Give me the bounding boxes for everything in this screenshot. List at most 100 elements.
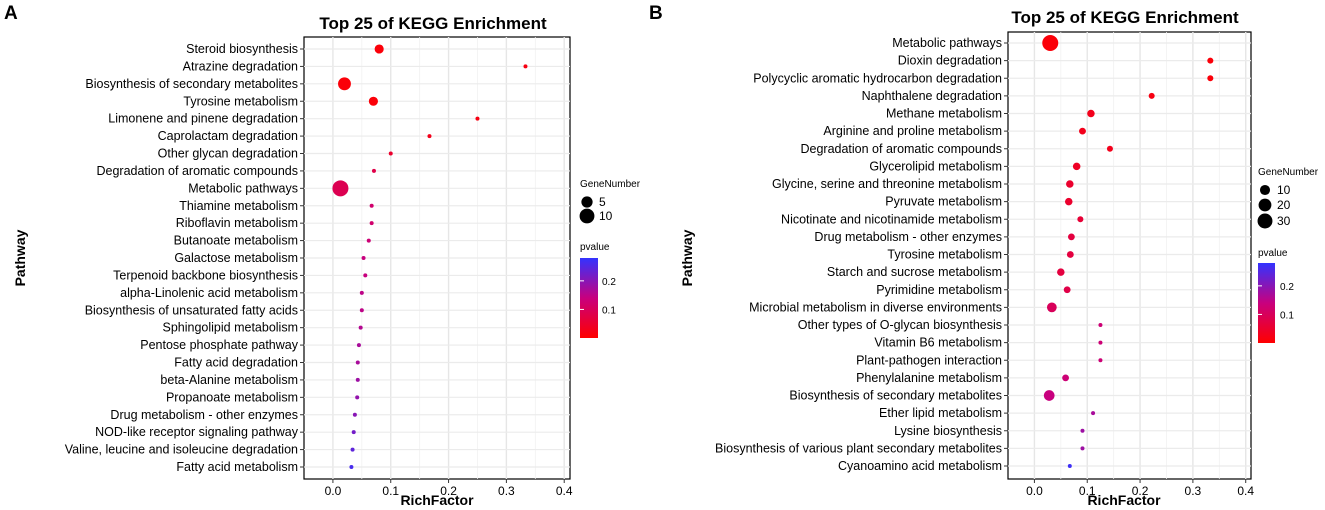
category-label: Plant-pathogen interaction [856,353,1002,367]
color-legend-tick-label: 0.2 [1280,282,1294,293]
y-axis-label-b: Pathway [679,229,695,286]
data-point [338,77,351,91]
data-point [359,308,364,313]
color-legend-tick-label: 0.1 [602,305,616,316]
color-legend-tick-label: 0.1 [1280,310,1294,321]
data-point [1072,162,1081,171]
category-label: Microbial metabolism in diverse environm… [749,300,1002,314]
category-label: Pyrimidine metabolism [876,283,1002,297]
data-point [352,412,357,417]
category-label: Polycyclic aromatic hydrocarbon degradat… [753,71,1002,85]
color-bar-b [1258,263,1275,343]
color-legend-tick-label: 0.2 [602,277,616,288]
data-point [1148,92,1155,99]
data-point [1042,35,1059,51]
data-point [1080,446,1085,451]
data-point [1087,109,1095,118]
category-label: Glycine, serine and threonine metabolism [772,177,1002,191]
category-label: Thiamine metabolism [179,199,298,213]
category-label: Degradation of aromatic compounds [96,164,298,178]
data-point [1091,411,1096,416]
category-label: Propanoate metabolism [166,390,298,404]
x-tick-label: 0.0 [1026,484,1043,498]
data-point [369,203,374,208]
data-point [363,273,368,278]
color-legend-title-b: pvalue [1258,248,1288,259]
x-tick-label: 0.4 [1237,484,1254,498]
category-label: Pyruvate metabolism [885,195,1002,209]
data-point [1046,302,1057,313]
data-point [523,64,528,69]
category-label: Terpenoid backbone biosynthesis [113,268,298,282]
plot-area-b [1007,31,1252,480]
panel-a: A Top 25 of KEGG Enrichment Steroid bios… [4,3,641,508]
data-point [1063,286,1071,294]
size-legend-dot [1258,198,1272,212]
y-axis-label-a: Pathway [12,229,28,286]
category-label: Biosynthesis of secondary metabolites [85,77,298,91]
category-label: Tyrosine metabolism [887,248,1002,262]
data-point [1207,57,1214,64]
data-point [350,447,355,452]
chart-title-b: Top 25 of KEGG Enrichment [1011,8,1239,27]
size-legend-label: 10 [1277,183,1291,197]
chart-title-a: Top 25 of KEGG Enrichment [319,14,547,33]
category-label: Butanoate metabolism [174,234,298,248]
size-legend-title-b: GeneNumber [1258,167,1319,178]
data-point [332,180,349,197]
category-label: Drug metabolism - other enzymes [110,408,298,422]
category-label: Fatty acid metabolism [176,460,298,474]
panel-letter-b: B [649,3,663,24]
data-point [475,116,480,121]
data-point [358,325,363,330]
category-label: Metabolic pathways [892,36,1002,50]
data-point [388,151,393,156]
category-label: Other glycan degradation [158,147,298,161]
size-legend-label: 5 [599,195,606,209]
data-point [427,134,432,139]
x-axis-label-a: RichFactor [400,492,474,508]
data-point [1079,127,1086,135]
category-label: Naphthalene degradation [862,89,1002,103]
data-point [351,430,356,435]
category-label: Caprolactam degradation [158,129,298,143]
data-point [1057,268,1065,276]
data-point [1080,428,1085,433]
x-axis-label-b: RichFactor [1087,492,1161,508]
size-legend-label: 10 [599,209,613,223]
size-legend-label: 30 [1277,214,1291,228]
category-label: Fatty acid degradation [174,356,298,370]
data-point [359,290,364,295]
x-tick-label: 0.2 [440,484,457,498]
data-point [1067,233,1075,241]
category-label: Biosynthesis of various plant secondary … [715,441,1002,455]
data-point [349,465,354,469]
x-tick-label: 0.0 [325,484,342,498]
size-legend-dot [581,196,593,208]
data-point [368,96,378,106]
data-point [361,256,366,260]
category-label: Atrazine degradation [183,59,298,73]
panel-letter-a: A [4,3,18,24]
category-label: Glycerolipid metabolism [869,159,1002,173]
category-label: Riboflavin metabolism [176,216,298,230]
category-label: Galactose metabolism [174,251,298,265]
category-label: Degradation of aromatic compounds [800,142,1002,156]
size-legend-dot [1259,184,1271,196]
data-point [1066,251,1074,258]
category-label: Metabolic pathways [188,181,298,195]
data-point [1077,216,1084,223]
color-bar-a [580,258,598,338]
data-point [1098,358,1103,363]
category-label: Dioxin degradation [898,54,1002,68]
category-label: Nicotinate and nicotinamide metabolism [781,212,1002,226]
x-tick-label: 0.1 [382,484,399,498]
data-point [1106,145,1113,152]
data-point [356,343,361,348]
category-label: Tyrosine metabolism [183,94,298,108]
data-point [355,395,360,400]
x-tick-label: 0.1 [1079,484,1096,498]
category-label: Ether lipid metabolism [879,406,1002,420]
color-legend-title-a: pvalue [580,242,610,253]
